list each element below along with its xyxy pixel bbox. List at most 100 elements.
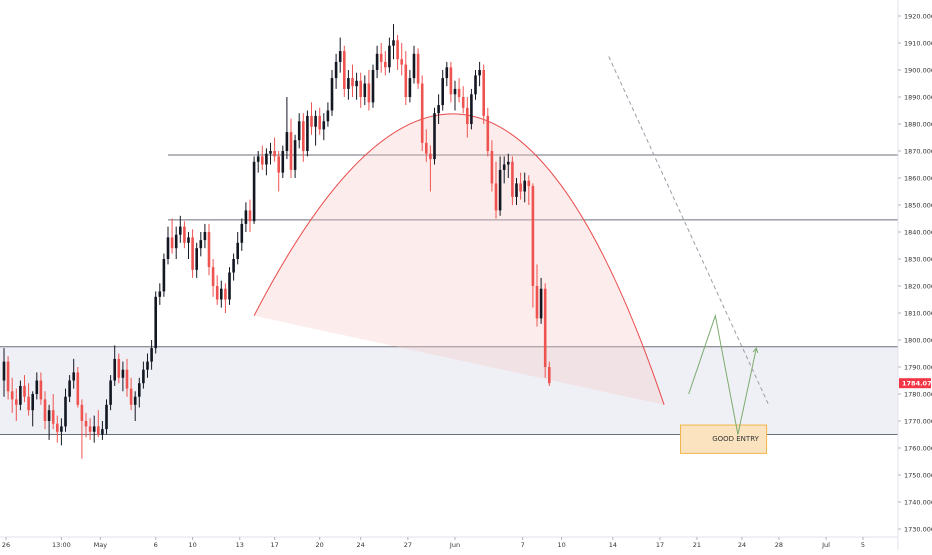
candle-body	[494, 183, 498, 211]
candle	[39, 372, 43, 405]
candle-body	[449, 67, 453, 95]
time-tick-label: 13:00	[52, 541, 71, 549]
candle-body	[531, 186, 535, 286]
price-tick-label: 1770.000	[904, 418, 932, 426]
time-tick-label: 14	[609, 541, 617, 549]
candle-body	[322, 121, 326, 130]
candle	[146, 353, 149, 378]
candle	[404, 51, 408, 106]
candle	[425, 129, 428, 162]
candle-body	[490, 151, 494, 184]
candle-body	[240, 223, 244, 243]
candle	[256, 151, 260, 173]
candle-body	[80, 404, 84, 421]
candle-body	[113, 358, 116, 381]
candle-body	[404, 64, 408, 97]
candle-body	[121, 369, 125, 378]
candle	[531, 183, 535, 308]
candle	[359, 72, 362, 108]
candle-body	[338, 51, 342, 62]
current-price-badge[interactable]	[899, 378, 931, 389]
candle	[125, 358, 129, 397]
candle	[302, 113, 305, 162]
candle	[248, 199, 252, 232]
candle	[56, 415, 59, 443]
support-zone[interactable]	[0, 346, 898, 435]
candle-body	[252, 161, 256, 222]
time-tick-label: 24	[357, 541, 365, 549]
candle-body	[51, 410, 55, 424]
price-tick-label: 1910.000	[904, 40, 932, 48]
candle	[129, 377, 133, 411]
time-tick-label: 17	[270, 541, 278, 549]
candle	[548, 361, 551, 386]
candle	[474, 70, 477, 100]
candle	[347, 70, 350, 100]
candle-body	[64, 396, 67, 427]
candle	[470, 88, 473, 130]
candle	[400, 43, 403, 76]
candle	[515, 178, 518, 205]
candle-body	[244, 210, 248, 224]
candle	[334, 53, 338, 89]
candle	[457, 78, 461, 103]
projected-path-line[interactable]	[688, 313, 757, 435]
candle-body	[302, 121, 305, 151]
price-tick-label: 1750.000	[904, 472, 932, 480]
time-tick-label: 6	[154, 541, 158, 549]
candle	[158, 283, 162, 305]
candle-body	[359, 80, 362, 97]
candle	[142, 361, 145, 389]
candle	[449, 61, 453, 103]
candle	[322, 113, 326, 141]
candle	[420, 75, 424, 151]
candle	[211, 259, 215, 297]
candle-body	[392, 40, 395, 46]
candle-body	[289, 132, 293, 170]
candle	[72, 358, 75, 389]
candle	[285, 97, 289, 160]
candle-body	[441, 78, 444, 106]
candle-body	[285, 132, 289, 151]
candle	[15, 388, 18, 421]
time-tick-label: 20	[316, 541, 324, 549]
candle	[97, 410, 100, 438]
candle-body	[269, 151, 272, 154]
candle-body	[179, 226, 182, 235]
price-tick-label: 1900.000	[904, 67, 932, 75]
candle-body	[535, 286, 539, 319]
time-tick-label: Jun	[449, 541, 460, 549]
candle-body	[195, 248, 198, 270]
candle-body	[367, 83, 371, 103]
resistance-trendline[interactable]	[608, 56, 770, 406]
candle	[269, 142, 272, 165]
candle	[105, 399, 108, 435]
candle-body	[523, 180, 526, 192]
candle	[466, 97, 469, 138]
candle-body	[437, 105, 440, 114]
candle-body	[187, 237, 190, 243]
price-tick-label: 1850.000	[904, 202, 932, 210]
candle-body	[199, 240, 203, 249]
candle	[76, 367, 80, 408]
candle-body	[453, 88, 457, 95]
price-tick-label: 1880.000	[904, 121, 932, 129]
candle	[166, 226, 170, 265]
time-tick-label: 21	[693, 541, 701, 549]
candle	[19, 380, 22, 411]
candle-body	[519, 183, 522, 192]
candle-body	[425, 142, 428, 154]
candle	[392, 24, 395, 60]
time-tick-label: 10	[188, 541, 196, 549]
candle	[265, 148, 268, 176]
candle-body	[416, 53, 420, 84]
candle-body	[277, 156, 280, 173]
candle-body	[433, 113, 436, 160]
time-tick-label: 13	[236, 541, 244, 549]
candle	[412, 45, 416, 84]
candle-body	[236, 242, 239, 259]
candle	[535, 264, 539, 327]
candle-body	[92, 426, 96, 432]
good-entry-zone[interactable]	[680, 424, 768, 454]
